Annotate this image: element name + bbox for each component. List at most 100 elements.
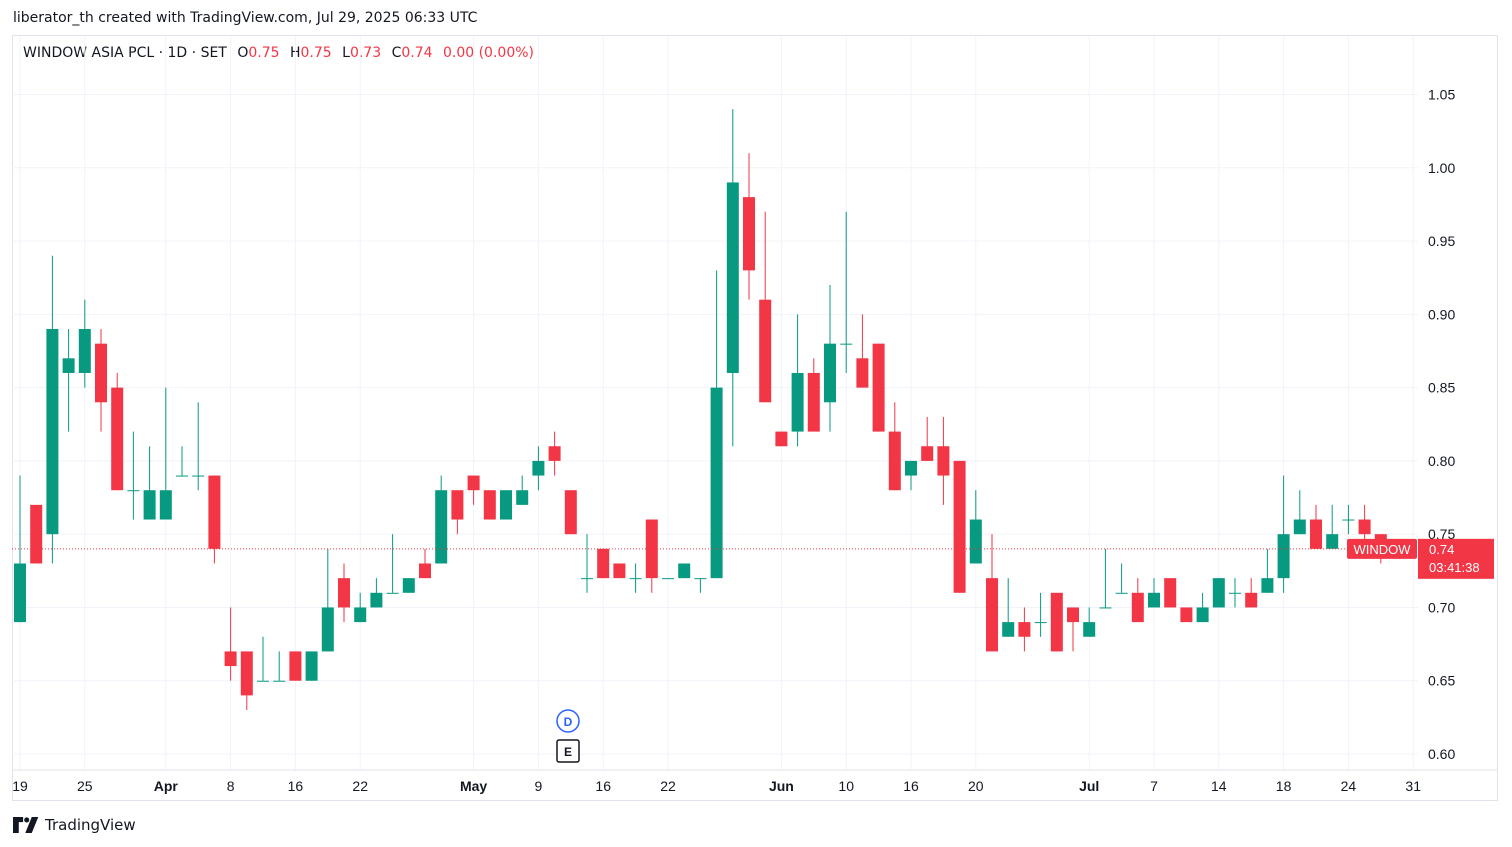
candle-body bbox=[321, 607, 334, 652]
candle[interactable] bbox=[208, 475, 221, 564]
candle[interactable] bbox=[678, 563, 691, 579]
candle[interactable] bbox=[1002, 578, 1015, 637]
candle[interactable] bbox=[564, 490, 577, 535]
candle[interactable] bbox=[192, 402, 205, 491]
candle[interactable] bbox=[1277, 475, 1290, 593]
candle[interactable] bbox=[1342, 504, 1355, 535]
candle[interactable] bbox=[1212, 578, 1225, 608]
candles-layer bbox=[14, 109, 1387, 711]
candle[interactable] bbox=[775, 431, 788, 447]
candle[interactable] bbox=[46, 255, 59, 564]
candle[interactable] bbox=[111, 372, 124, 491]
y-tick-label: 0.65 bbox=[1428, 673, 1455, 689]
candle[interactable] bbox=[613, 563, 626, 579]
candle[interactable] bbox=[289, 651, 302, 681]
candle[interactable] bbox=[435, 475, 448, 564]
tradingview-logo[interactable]: TradingView bbox=[13, 816, 136, 834]
candle[interactable] bbox=[743, 153, 755, 300]
candle[interactable] bbox=[1293, 490, 1306, 535]
candle[interactable] bbox=[662, 578, 674, 580]
candle[interactable] bbox=[354, 592, 367, 623]
candle[interactable] bbox=[78, 299, 91, 388]
candle[interactable] bbox=[159, 387, 172, 520]
candle[interactable] bbox=[14, 475, 26, 623]
legend-symbol[interactable]: WINDOW ASIA PCL · 1D · SET bbox=[23, 45, 227, 61]
candle[interactable] bbox=[273, 651, 286, 682]
candle[interactable] bbox=[1099, 548, 1112, 609]
x-tick-label: 16 bbox=[595, 778, 611, 794]
candle[interactable] bbox=[581, 534, 593, 593]
candle[interactable] bbox=[500, 490, 512, 520]
x-tick-label: 24 bbox=[1341, 778, 1357, 794]
candle[interactable] bbox=[905, 460, 917, 491]
candle[interactable] bbox=[807, 358, 820, 432]
candle[interactable] bbox=[1245, 578, 1258, 608]
candle[interactable] bbox=[1196, 592, 1209, 623]
candle[interactable] bbox=[176, 446, 188, 477]
candle[interactable] bbox=[1083, 607, 1096, 637]
candle[interactable] bbox=[1261, 548, 1274, 593]
candle-body bbox=[1310, 519, 1322, 549]
candle[interactable] bbox=[257, 636, 269, 682]
candle-body bbox=[127, 490, 140, 492]
candle[interactable] bbox=[127, 431, 140, 520]
candle[interactable] bbox=[467, 475, 480, 505]
candle[interactable] bbox=[30, 504, 43, 564]
candle[interactable] bbox=[62, 329, 75, 432]
candle[interactable] bbox=[645, 519, 658, 593]
candle[interactable] bbox=[1326, 504, 1339, 549]
candle-body bbox=[1261, 578, 1274, 593]
candle[interactable] bbox=[937, 416, 950, 505]
candle[interactable] bbox=[1310, 504, 1322, 549]
candle[interactable] bbox=[759, 211, 772, 403]
candle[interactable] bbox=[338, 563, 350, 623]
candle[interactable] bbox=[402, 578, 415, 593]
candle[interactable] bbox=[548, 431, 561, 476]
candle[interactable] bbox=[386, 534, 399, 594]
candle[interactable] bbox=[321, 548, 334, 652]
candle[interactable] bbox=[532, 446, 545, 491]
candle[interactable] bbox=[370, 578, 383, 608]
y-tick-label: 0.85 bbox=[1428, 380, 1455, 396]
candle[interactable] bbox=[953, 460, 966, 593]
candle[interactable] bbox=[726, 109, 739, 447]
earnings-marker[interactable]: E bbox=[556, 739, 580, 763]
candle[interactable] bbox=[629, 563, 642, 593]
candle[interactable] bbox=[451, 490, 464, 535]
candle[interactable] bbox=[1229, 578, 1241, 608]
candle[interactable] bbox=[824, 285, 836, 432]
candle[interactable] bbox=[224, 607, 237, 681]
candle[interactable] bbox=[483, 490, 496, 520]
candle[interactable] bbox=[969, 490, 982, 564]
candle[interactable] bbox=[1148, 578, 1160, 608]
candle[interactable] bbox=[986, 534, 998, 652]
candle[interactable] bbox=[419, 548, 431, 579]
candle[interactable] bbox=[1050, 592, 1063, 652]
candle[interactable] bbox=[1067, 607, 1079, 652]
candle[interactable] bbox=[1131, 578, 1144, 623]
dividend-marker[interactable]: D bbox=[556, 709, 580, 733]
candle[interactable] bbox=[240, 651, 253, 711]
candle[interactable] bbox=[872, 343, 885, 432]
candle-body bbox=[1067, 607, 1079, 623]
candle[interactable] bbox=[597, 548, 610, 579]
price-tag[interactable]: WINDOW 0.74 03:41:38 bbox=[1347, 538, 1494, 579]
candle[interactable] bbox=[694, 578, 707, 593]
candle[interactable] bbox=[840, 211, 853, 373]
candle[interactable] bbox=[888, 402, 901, 491]
candle[interactable] bbox=[305, 651, 318, 681]
candle[interactable] bbox=[710, 270, 723, 579]
candle[interactable] bbox=[143, 446, 156, 520]
legend-open-value: 0.75 bbox=[248, 45, 280, 61]
candle[interactable] bbox=[921, 416, 934, 461]
candle[interactable] bbox=[516, 475, 529, 505]
candle[interactable] bbox=[1164, 578, 1177, 608]
candle[interactable] bbox=[1018, 607, 1031, 652]
candle[interactable] bbox=[1180, 607, 1193, 623]
candle[interactable] bbox=[856, 314, 869, 388]
candle[interactable] bbox=[791, 314, 804, 447]
candle[interactable] bbox=[1034, 592, 1047, 637]
candle[interactable] bbox=[95, 329, 107, 432]
candle[interactable] bbox=[1115, 563, 1128, 594]
